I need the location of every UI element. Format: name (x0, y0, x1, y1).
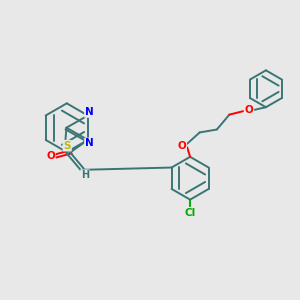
Text: H: H (81, 170, 89, 180)
Text: Cl: Cl (184, 208, 196, 218)
Text: N: N (85, 107, 94, 117)
Text: O: O (46, 151, 55, 161)
Text: S: S (63, 141, 71, 151)
Text: O: O (177, 141, 186, 151)
Text: O: O (244, 105, 253, 115)
Text: N: N (85, 139, 94, 148)
